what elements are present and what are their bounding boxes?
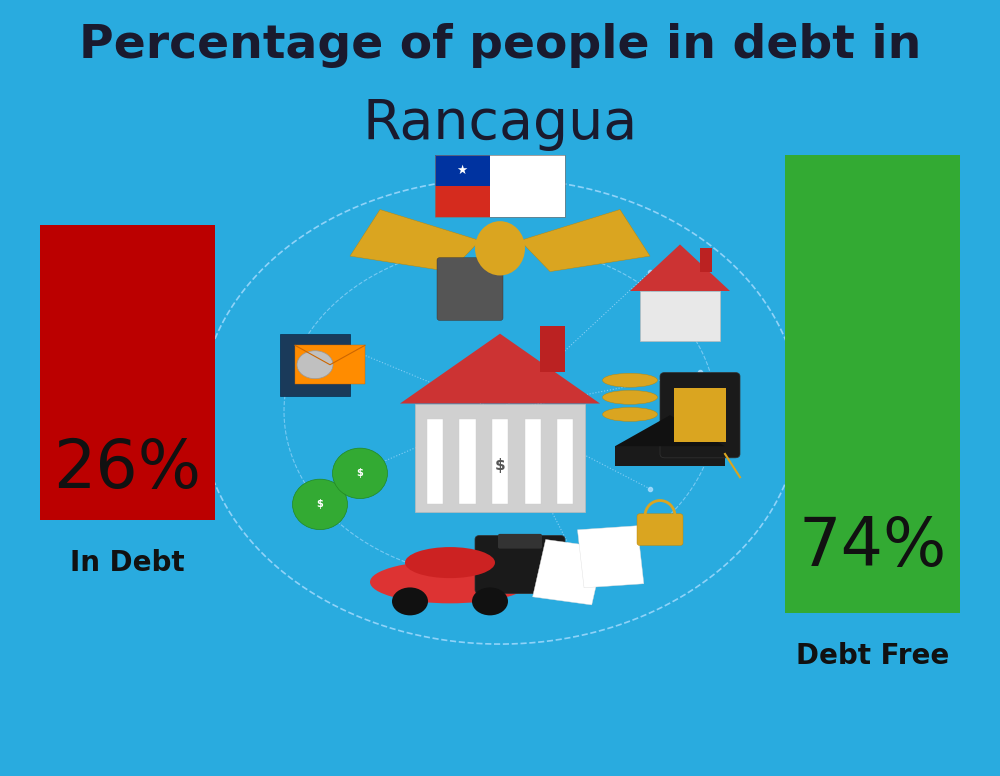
FancyBboxPatch shape [459,419,476,504]
FancyBboxPatch shape [674,388,726,442]
Ellipse shape [370,560,530,604]
Polygon shape [520,210,650,272]
Circle shape [472,587,508,615]
FancyBboxPatch shape [492,419,508,504]
FancyBboxPatch shape [490,155,565,217]
Ellipse shape [475,221,525,275]
FancyBboxPatch shape [660,372,740,458]
FancyBboxPatch shape [295,345,365,384]
FancyBboxPatch shape [637,514,683,546]
FancyBboxPatch shape [435,186,490,217]
Text: $: $ [495,458,505,473]
FancyBboxPatch shape [475,535,565,594]
Polygon shape [615,415,725,446]
Ellipse shape [602,373,658,387]
Text: Rancagua: Rancagua [362,97,638,151]
Text: Debt Free: Debt Free [796,642,949,670]
Text: Percentage of people in debt in: Percentage of people in debt in [79,23,921,68]
Ellipse shape [292,479,348,530]
Polygon shape [630,244,730,291]
FancyBboxPatch shape [540,326,565,372]
FancyBboxPatch shape [577,525,644,587]
FancyBboxPatch shape [785,155,960,613]
Text: 26%: 26% [54,436,202,503]
FancyBboxPatch shape [498,534,542,549]
Text: 74%: 74% [798,514,947,580]
Polygon shape [400,334,600,404]
FancyBboxPatch shape [435,155,490,186]
FancyBboxPatch shape [437,258,503,320]
Ellipse shape [602,407,658,421]
FancyBboxPatch shape [640,291,720,341]
Text: $: $ [357,469,363,478]
FancyBboxPatch shape [415,404,585,512]
Ellipse shape [602,390,658,404]
FancyBboxPatch shape [427,419,443,504]
FancyBboxPatch shape [280,334,350,396]
FancyBboxPatch shape [524,419,540,504]
Polygon shape [615,446,725,466]
FancyBboxPatch shape [40,225,215,520]
Text: ★: ★ [457,165,468,177]
Ellipse shape [405,547,495,578]
Circle shape [392,587,428,615]
FancyBboxPatch shape [557,419,573,504]
FancyBboxPatch shape [700,248,712,272]
Circle shape [297,351,333,379]
FancyBboxPatch shape [533,539,605,605]
Ellipse shape [332,449,388,499]
Text: $: $ [317,500,323,509]
Polygon shape [350,210,480,272]
Text: In Debt: In Debt [70,549,185,577]
